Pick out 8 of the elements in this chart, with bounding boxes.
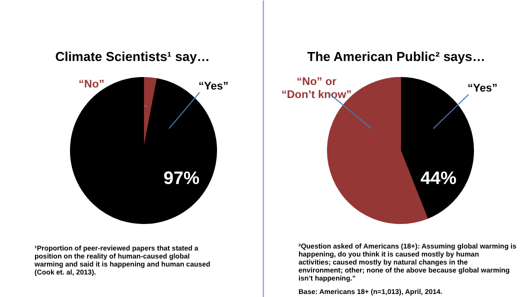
slice-label: “Yes” — [468, 82, 498, 94]
data-label: 44% — [420, 168, 456, 188]
slice-label: “No” — [78, 78, 104, 90]
slice-label: “Yes” — [198, 80, 228, 92]
slice-label: “No” or “Don’t know” — [281, 76, 352, 102]
chart-title: Climate Scientists¹ say… — [55, 49, 210, 64]
chart-title: The American Public² says… — [307, 49, 486, 64]
data-label: 97% — [163, 168, 200, 188]
